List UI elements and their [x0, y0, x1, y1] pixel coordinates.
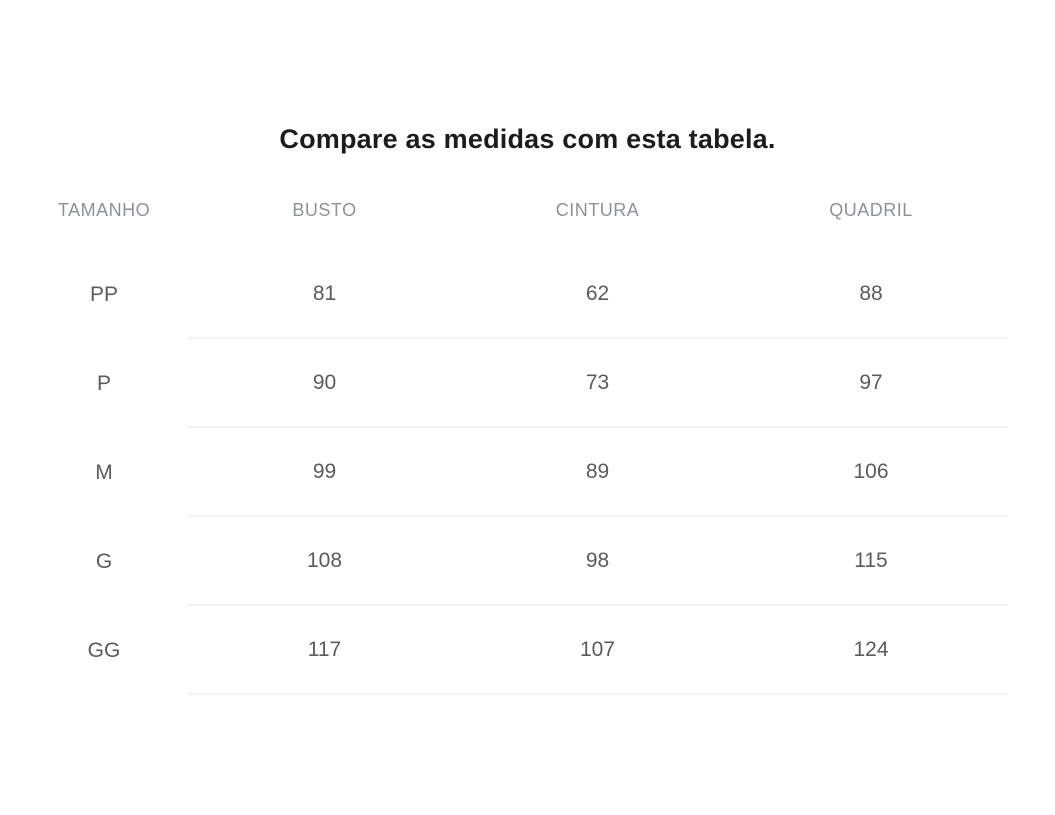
cintura-cell: 73	[461, 339, 734, 428]
table-row: P 90 73 97	[20, 339, 1008, 428]
table-row: G 108 98 115	[20, 517, 1008, 606]
quadril-cell: 124	[734, 606, 1008, 695]
size-cell: GG	[87, 638, 121, 662]
column-header-tamanho: TAMANHO	[57, 199, 151, 220]
table-row: GG 117 107 124	[20, 606, 1008, 695]
size-cell: P	[96, 371, 111, 395]
busto-cell: 81	[188, 250, 461, 339]
column-header-busto: BUSTO	[292, 199, 357, 220]
size-table-header-row: TAMANHO BUSTO CINTURA QUADRIL	[20, 158, 1008, 250]
busto-cell: 108	[188, 517, 461, 606]
size-cell: G	[95, 549, 113, 573]
table-row: M 99 89 106	[20, 428, 1008, 517]
busto-cell: 90	[188, 339, 461, 428]
size-cell: PP	[89, 282, 118, 306]
column-header-quadril: QUADRIL	[829, 199, 913, 220]
quadril-cell: 97	[734, 339, 1008, 428]
busto-cell: 99	[188, 428, 461, 517]
cintura-cell: 89	[461, 428, 734, 517]
cintura-cell: 62	[461, 250, 734, 339]
cintura-cell: 107	[461, 606, 734, 695]
quadril-cell: 88	[734, 250, 1008, 339]
quadril-cell: 115	[734, 517, 1008, 606]
cintura-cell: 98	[461, 517, 734, 606]
busto-cell: 117	[188, 606, 461, 695]
quadril-cell: 106	[734, 428, 1008, 517]
table-row: PP 81 62 88	[20, 250, 1008, 339]
column-header-cintura: CINTURA	[555, 199, 640, 220]
size-cell: M	[95, 460, 113, 484]
size-table: TAMANHO BUSTO CINTURA QUADRIL PP 81 62 8…	[20, 158, 1008, 695]
size-guide-title: Compare as medidas com esta tabela.	[279, 124, 776, 154]
size-table-body: PP 81 62 88 P 90 73 97 M 99 89 106 G 108…	[20, 250, 1008, 695]
size-guide: Compare as medidas com esta tabela. TAMA…	[20, 124, 1008, 695]
